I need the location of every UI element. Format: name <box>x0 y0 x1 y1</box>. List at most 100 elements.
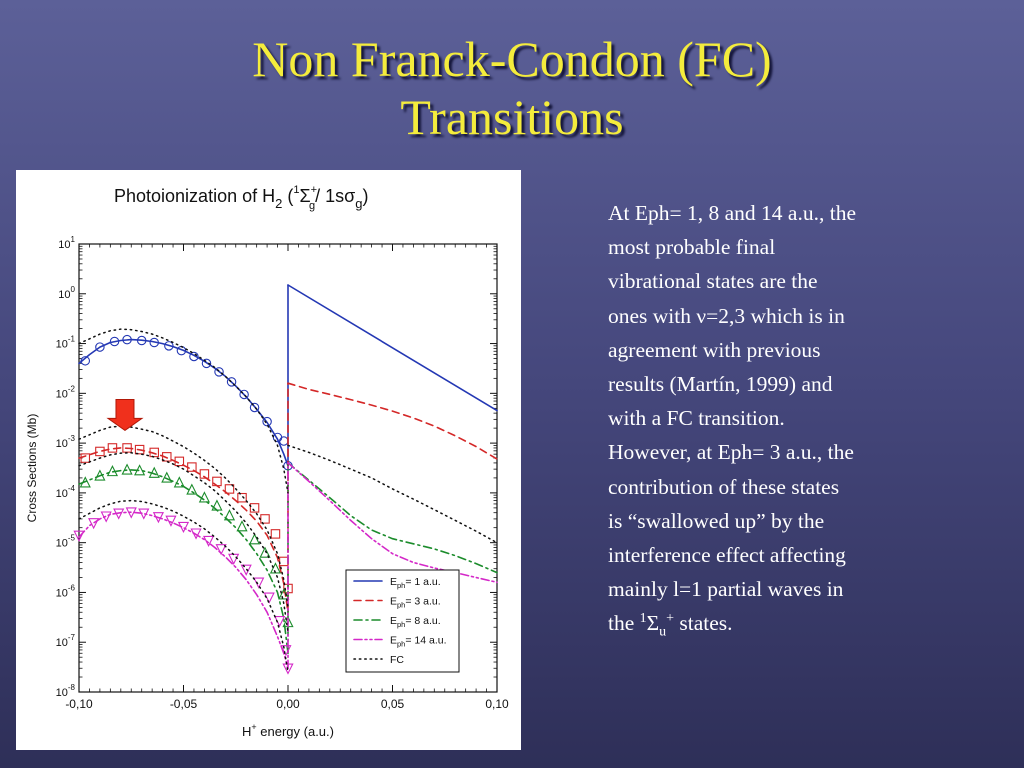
x-tick-label: 0,10 <box>485 697 509 711</box>
body-line: is “swallowed up” by the <box>608 508 825 533</box>
slide-title-line-2: Transitions <box>400 89 624 145</box>
data-point-marker <box>122 334 132 345</box>
series-line <box>78 328 289 494</box>
data-point-marker <box>212 476 222 487</box>
x-tick-labels: -0,10 -0,05 0,00 0,05 0,10 <box>65 697 509 711</box>
legend-box <box>345 569 460 673</box>
data-point-marker <box>121 463 133 475</box>
y-tick-label: 10-3 <box>56 434 76 450</box>
y-tick-label: 10-6 <box>56 583 76 599</box>
data-point-marker <box>122 443 132 453</box>
data-point-marker <box>125 507 137 519</box>
data-point-marker <box>236 520 248 532</box>
body-text: At Eph= 1, 8 and 14 a.u., the most proba… <box>608 196 968 641</box>
data-point-marker <box>79 476 91 488</box>
body-line: However, at Eph= 3 a.u., the <box>608 440 854 465</box>
data-point-marker <box>138 508 150 520</box>
body-line-last: the 1Σu+ states. <box>608 611 733 640</box>
legend-label: Eph= 1 a.u. <box>390 576 441 590</box>
data-point-marker <box>201 358 212 369</box>
data-point-marker <box>253 577 265 589</box>
y-tick-label: 10-8 <box>56 683 76 699</box>
body-line: agreement with previous <box>608 337 821 362</box>
series-line <box>78 452 289 633</box>
data-point-marker <box>215 544 227 556</box>
slide-title-line-1: Non Franck-Condon (FC) <box>252 31 772 87</box>
x-tick-label: -0,05 <box>170 697 198 711</box>
data-point-marker <box>224 484 235 494</box>
legend-label: Eph= 8 a.u. <box>390 615 441 629</box>
series-line <box>287 382 498 460</box>
body-line: vibrational states are the <box>608 269 818 294</box>
data-point-marker <box>214 367 224 377</box>
series-line <box>78 447 289 614</box>
data-point-marker <box>249 402 260 413</box>
data-point-marker <box>149 337 159 348</box>
data-point-marker <box>259 546 271 558</box>
body-line: At Eph= 1, 8 and 14 a.u., the <box>608 201 856 225</box>
series-line <box>287 462 498 574</box>
x-axis-label: H+ energy (a.u.) <box>242 722 334 739</box>
data-point-marker <box>249 503 260 513</box>
series-line <box>78 338 289 467</box>
data-point-marker <box>211 499 223 511</box>
data-point-marker <box>279 436 289 446</box>
y-tick-label: 100 <box>58 285 75 301</box>
data-point-marker <box>109 336 120 347</box>
data-point-marker <box>152 512 165 524</box>
x-tick-label: 0,00 <box>276 697 300 711</box>
x-tick-label: -0,10 <box>65 697 93 711</box>
data-point-marker <box>113 508 125 520</box>
series-line <box>78 469 289 655</box>
y-tick-labels: 101 100 10-1 10-2 10-3 10-4 10-5 10-6 10-7 10-8 <box>56 235 76 699</box>
legend-label: Eph= 3 a.u. <box>390 596 441 610</box>
body-line: results (Martín, 1999) and <box>608 372 833 397</box>
red-down-arrow <box>106 399 144 432</box>
y-tick-label: 10-7 <box>56 633 76 649</box>
body-line: with a FC transition. <box>608 406 785 431</box>
series-eph-1-a-u- <box>78 284 498 471</box>
chart-figure: Photoionization of H2 (1Σ+ g/ 1sσg) 101 10… <box>16 170 521 750</box>
series-line <box>78 499 289 673</box>
data-point-marker <box>262 416 272 427</box>
chart-title: Photoionization of H2 (1Σ+ g/ 1sσg) <box>114 184 369 212</box>
legend-label: FC <box>390 654 404 666</box>
y-tick-label: 10-1 <box>56 335 76 351</box>
data-point-marker <box>107 443 118 453</box>
y-axis-label: Cross Sections (Mb) <box>25 414 39 523</box>
data-point-marker <box>198 491 210 503</box>
axis-ticks <box>78 243 498 693</box>
data-point-marker <box>269 562 282 574</box>
data-point-marker <box>80 453 91 463</box>
body-line: mainly l=1 partial waves in <box>608 577 844 602</box>
data-point-marker <box>136 335 147 346</box>
legend: Eph= 1 a.u. Eph= 3 a.u. Eph= 8 a.u. Eph= 14… <box>345 569 460 673</box>
data-point-marker <box>282 663 294 675</box>
data-point-marker <box>173 476 185 488</box>
chart-svg: Photoionization of H2 (1Σ+ g/ 1sσg) 10110… <box>25 184 509 739</box>
data-point-marker <box>88 518 100 530</box>
data-point-marker <box>260 514 270 524</box>
body-line: ones with ν=2,3 which is in <box>608 303 845 328</box>
y-tick-label: 10-5 <box>56 534 76 550</box>
data-point-marker <box>95 342 105 352</box>
data-point-marker <box>239 389 249 400</box>
data-point-marker <box>223 509 236 521</box>
data-point-marker <box>189 351 199 362</box>
data-point-marker <box>199 469 210 479</box>
data-point-marker <box>190 528 202 540</box>
data-point-marker <box>240 564 252 576</box>
data-point-marker <box>174 456 185 467</box>
data-point-marker <box>73 530 85 542</box>
data-point-marker <box>248 533 261 545</box>
body-line: contribution of these states <box>608 474 840 499</box>
legend-label: Eph= 14 a.u. <box>390 635 447 649</box>
slide-title: Non Franck-Condon (FC) Transitions <box>0 30 1024 146</box>
data-point-marker <box>270 529 281 539</box>
data-point-marker <box>161 471 173 483</box>
body-line: interference effect affecting <box>608 543 846 568</box>
data-point-marker <box>279 556 289 567</box>
data-point-marker <box>226 377 237 387</box>
data-point-marker <box>186 483 198 495</box>
series-line <box>287 444 498 544</box>
